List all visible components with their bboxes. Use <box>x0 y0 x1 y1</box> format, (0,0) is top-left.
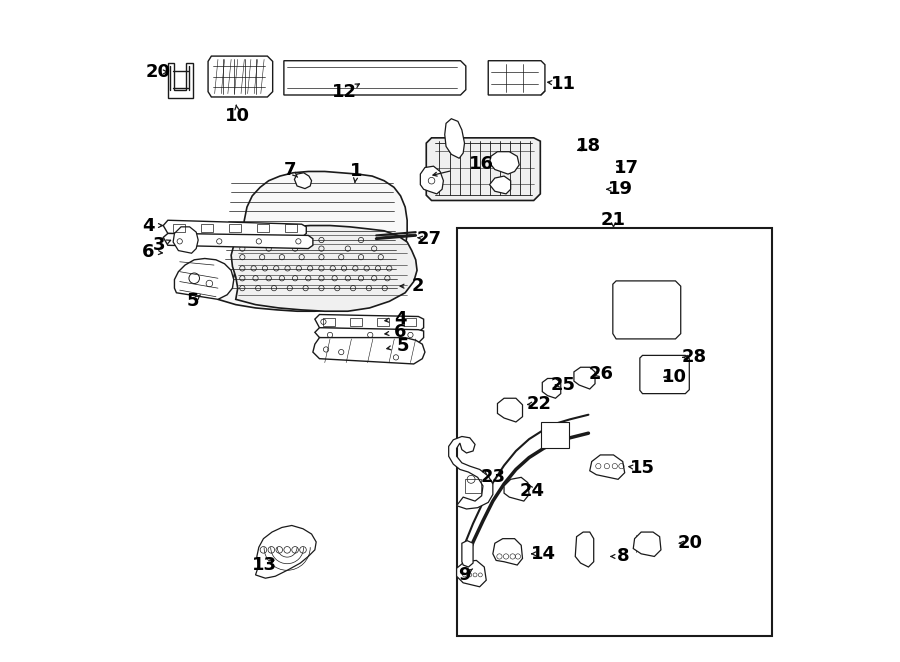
Text: 1: 1 <box>350 162 363 181</box>
Text: 24: 24 <box>520 481 544 500</box>
Text: 5: 5 <box>396 336 409 355</box>
Polygon shape <box>315 314 424 332</box>
Polygon shape <box>427 138 540 201</box>
Polygon shape <box>640 355 689 394</box>
Bar <box>173 224 185 232</box>
Polygon shape <box>175 258 234 299</box>
Bar <box>377 318 389 326</box>
Bar <box>464 479 481 493</box>
Polygon shape <box>490 152 519 174</box>
Polygon shape <box>163 234 313 249</box>
Polygon shape <box>462 541 473 567</box>
Polygon shape <box>613 281 680 339</box>
Text: 5: 5 <box>186 293 199 310</box>
Polygon shape <box>493 539 523 565</box>
Polygon shape <box>231 226 417 311</box>
Text: 4: 4 <box>142 216 154 234</box>
Bar <box>285 224 297 232</box>
Text: 17: 17 <box>614 158 639 177</box>
Polygon shape <box>294 173 311 189</box>
Text: 21: 21 <box>601 211 626 229</box>
Text: 13: 13 <box>252 556 276 574</box>
Polygon shape <box>498 399 523 422</box>
Polygon shape <box>256 526 316 578</box>
Polygon shape <box>504 477 529 501</box>
Polygon shape <box>315 328 424 343</box>
Polygon shape <box>168 64 193 97</box>
Polygon shape <box>218 171 407 311</box>
Polygon shape <box>634 532 661 557</box>
Polygon shape <box>284 61 466 95</box>
Text: 28: 28 <box>681 348 706 366</box>
Polygon shape <box>445 118 464 158</box>
Polygon shape <box>449 436 493 509</box>
Text: 19: 19 <box>608 180 633 198</box>
Text: 4: 4 <box>394 310 407 328</box>
Polygon shape <box>590 455 625 479</box>
Text: 20: 20 <box>678 534 703 552</box>
Bar <box>350 318 362 326</box>
Text: 2: 2 <box>412 277 425 295</box>
Text: 8: 8 <box>616 547 629 565</box>
Text: 14: 14 <box>531 545 556 563</box>
Text: 10: 10 <box>662 368 687 386</box>
Text: 20: 20 <box>146 63 171 81</box>
FancyBboxPatch shape <box>541 422 569 448</box>
Bar <box>201 224 213 232</box>
Text: 3: 3 <box>152 236 165 254</box>
Bar <box>404 318 416 326</box>
Text: 11: 11 <box>551 75 576 93</box>
Text: 26: 26 <box>590 365 614 383</box>
Polygon shape <box>543 379 561 399</box>
Text: 6: 6 <box>394 323 407 342</box>
Text: 27: 27 <box>417 230 441 248</box>
Bar <box>323 318 336 326</box>
Polygon shape <box>575 532 594 567</box>
Polygon shape <box>456 561 486 587</box>
Polygon shape <box>420 166 444 194</box>
Bar <box>257 224 269 232</box>
Text: 25: 25 <box>551 376 576 394</box>
Polygon shape <box>313 338 425 364</box>
Text: 9: 9 <box>458 566 471 584</box>
Text: 15: 15 <box>630 459 655 477</box>
Text: 6: 6 <box>142 243 154 261</box>
Polygon shape <box>490 176 510 194</box>
Polygon shape <box>173 227 198 253</box>
Text: 10: 10 <box>225 107 250 125</box>
Polygon shape <box>208 56 273 97</box>
Text: 12: 12 <box>332 83 357 101</box>
Polygon shape <box>574 367 595 389</box>
Polygon shape <box>488 61 544 95</box>
Text: 18: 18 <box>576 138 601 156</box>
Polygon shape <box>163 220 306 238</box>
Text: 23: 23 <box>481 468 505 487</box>
Bar <box>230 224 241 232</box>
Text: 22: 22 <box>526 395 552 412</box>
Text: 16: 16 <box>469 154 494 173</box>
Text: 7: 7 <box>284 161 297 179</box>
FancyBboxPatch shape <box>456 228 771 636</box>
